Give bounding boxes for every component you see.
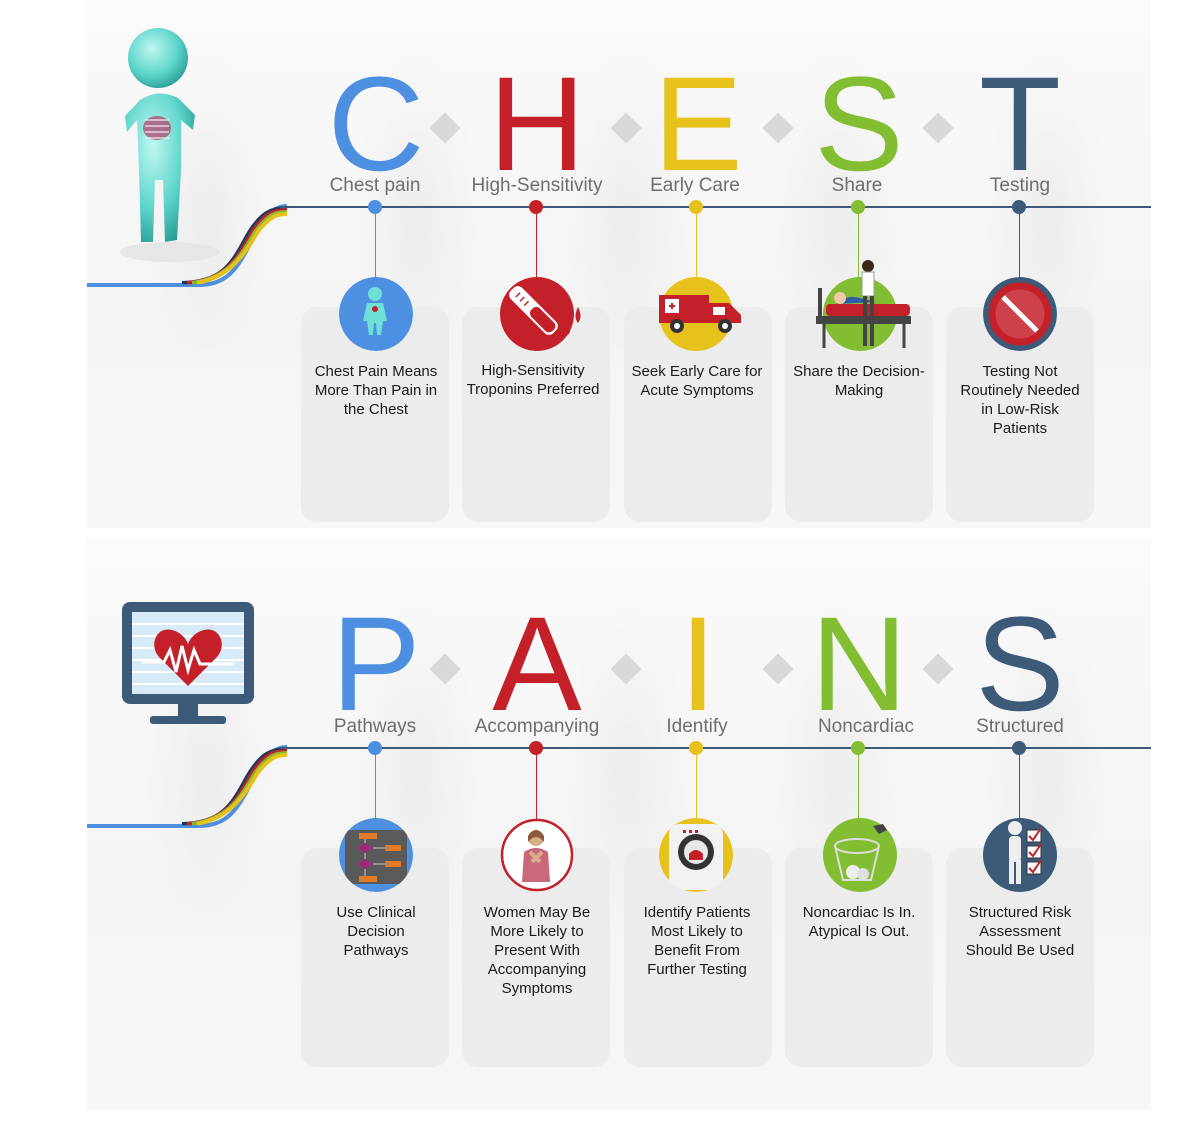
glass-human-figure-icon bbox=[120, 28, 220, 262]
timeline-dot bbox=[368, 741, 382, 755]
word-high-sensitivity: High-Sensitivity bbox=[471, 175, 603, 196]
word-structured: Structured bbox=[976, 716, 1064, 737]
ambulance-icon bbox=[659, 277, 741, 351]
connector-line bbox=[696, 753, 697, 823]
word-testing: Testing bbox=[989, 175, 1051, 196]
timeline-dot bbox=[689, 200, 703, 214]
human-figure-icon bbox=[339, 277, 413, 351]
card-text-pathways: Use Clinical Decision Pathways bbox=[336, 904, 416, 959]
card-text-testing: Testing Not Routinely Needed in Low-Risk… bbox=[960, 363, 1080, 437]
letter-e: E bbox=[653, 50, 743, 199]
timeline-dot bbox=[851, 741, 865, 755]
word-pathways: Pathways bbox=[333, 716, 417, 737]
rainbow-swoosh-icon bbox=[87, 745, 287, 828]
card-text-noncardiac: Noncardiac Is In. Atypical Is Out. bbox=[802, 904, 916, 940]
word-identify: Identify bbox=[666, 716, 728, 737]
flowchart-icon bbox=[339, 818, 413, 892]
hospital-bed-icon bbox=[816, 260, 911, 351]
letter-p: P bbox=[331, 590, 421, 739]
letter-h: H bbox=[488, 50, 586, 199]
connector-line bbox=[536, 753, 537, 823]
card-text-share: Share the Decision-Making bbox=[793, 363, 925, 399]
timeline-line bbox=[280, 206, 1151, 208]
timeline-dot bbox=[529, 741, 543, 755]
letter-a: A bbox=[492, 590, 582, 739]
timeline-dot bbox=[689, 741, 703, 755]
timeline-dot bbox=[529, 200, 543, 214]
letter-c: C bbox=[327, 50, 425, 199]
letter-s-pains: S bbox=[975, 590, 1065, 739]
connector-line bbox=[375, 753, 376, 823]
card-text-chest-pain: Chest Pain Means More Than Pain in the C… bbox=[314, 363, 438, 418]
blood-tube-icon bbox=[500, 277, 581, 351]
timeline-dot bbox=[1012, 200, 1026, 214]
connector-line bbox=[858, 212, 859, 282]
letter-s: S bbox=[814, 50, 904, 199]
connector-line bbox=[858, 753, 859, 823]
letter-i: I bbox=[679, 590, 717, 739]
connector-line bbox=[696, 212, 697, 282]
connector-line bbox=[1019, 212, 1020, 282]
card-text-structured: Structured Risk Assessment Should Be Use… bbox=[965, 904, 1075, 959]
timeline-dot bbox=[851, 200, 865, 214]
checklist-icon bbox=[983, 818, 1057, 892]
timeline-dot bbox=[1012, 741, 1026, 755]
heart-monitor-icon bbox=[122, 602, 254, 724]
connector-line bbox=[1019, 753, 1020, 823]
word-noncardiac: Noncardiac bbox=[817, 716, 915, 737]
timeline-line bbox=[280, 747, 1151, 749]
connector-line bbox=[536, 212, 537, 282]
word-share: Share bbox=[831, 175, 883, 196]
word-early-care: Early Care bbox=[650, 175, 740, 196]
letter-t: T bbox=[979, 50, 1061, 199]
card-text-accompanying: Women May Be More Likely to Present With… bbox=[483, 904, 591, 997]
ct-scanner-icon bbox=[659, 818, 733, 892]
rainbow-swoosh-icon bbox=[87, 204, 287, 287]
word-chest-pain: Chest pain bbox=[329, 175, 421, 196]
connector-line bbox=[375, 212, 376, 282]
timeline-dot bbox=[368, 200, 382, 214]
trash-bin-icon bbox=[823, 818, 897, 892]
card-text-early-care: Seek Early Care for Acute Symptoms bbox=[631, 363, 763, 399]
prohibition-icon bbox=[983, 277, 1057, 351]
word-accompanying: Accompanying bbox=[474, 716, 600, 737]
card-text-identify: Identify Patients Most Likely to Benefit… bbox=[643, 904, 751, 978]
woman-patient-icon bbox=[500, 818, 574, 892]
letter-n: N bbox=[810, 590, 908, 739]
card-text-high-sensitivity: High-Sensitivity Troponins Preferred bbox=[466, 362, 600, 398]
